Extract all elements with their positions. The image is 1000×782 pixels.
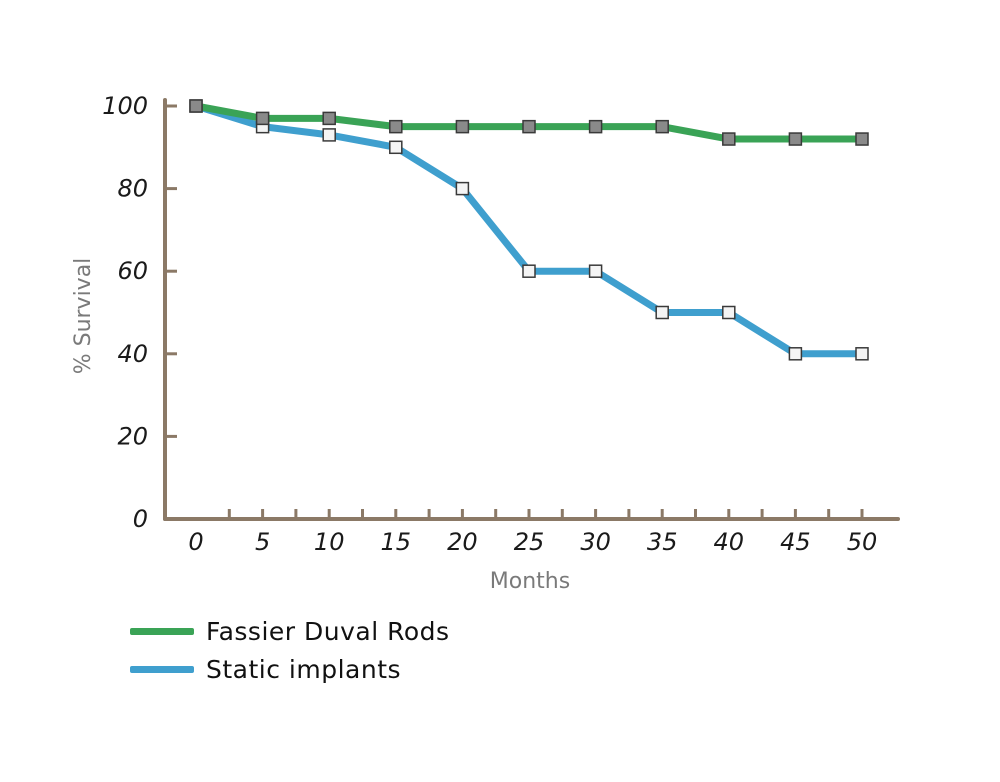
legend-item-static: Static implants (130, 650, 450, 688)
data-point-s0-8 (722, 132, 736, 146)
x-tick-label: 50 (847, 528, 878, 556)
data-point-s0-10 (855, 132, 869, 146)
y-tick-label: 100 (102, 92, 148, 120)
y-axis-ticks: 0 20 40 60 80 100 (102, 92, 177, 533)
data-point-s0-7 (655, 119, 669, 134)
x-tick-label: 0 (188, 528, 203, 556)
data-point-s1-8 (722, 305, 736, 320)
x-axis-ticks: 0 5 10 15 20 25 30 35 40 45 50 (188, 509, 877, 556)
data-point-s1-7 (655, 305, 669, 320)
chart-axes (163, 98, 900, 521)
legend-item-fassier: Fassier Duval Rods (130, 612, 450, 650)
y-tick-label: 40 (117, 340, 148, 368)
data-point-s1-6 (588, 264, 603, 278)
data-point-s1-10 (855, 347, 869, 361)
data-point-s1-9 (788, 347, 803, 361)
legend-swatch-fassier (130, 627, 194, 635)
legend-label-fassier: Fassier Duval Rods (206, 616, 450, 646)
series-line-1 (192, 102, 866, 358)
y-tick-label: 20 (117, 422, 148, 450)
x-tick-label: 15 (381, 528, 412, 556)
data-point-s1-5 (522, 264, 536, 278)
data-point-s0-5 (522, 119, 536, 134)
data-point-s1-3 (389, 140, 403, 155)
data-point-s0-6 (588, 119, 603, 134)
x-tick-label: 10 (314, 528, 345, 556)
data-point-s1-2 (322, 128, 336, 142)
chart-legend: Fassier Duval Rods Static implants (130, 612, 450, 688)
x-tick-label: 20 (447, 528, 478, 556)
x-tick-label: 40 (714, 528, 745, 556)
y-tick-label: 0 (133, 505, 148, 533)
data-point-s0-0 (189, 99, 203, 113)
y-axis-title: % Survival (71, 258, 96, 375)
data-point-s1-4 (455, 181, 470, 196)
x-tick-label: 45 (780, 528, 811, 556)
legend-label-static: Static implants (206, 654, 402, 684)
x-tick-label: 30 (580, 528, 611, 556)
series-markers (189, 99, 869, 361)
series-lines (192, 102, 866, 358)
data-point-s0-4 (455, 119, 470, 134)
data-point-s0-2 (322, 111, 336, 126)
data-point-s0-9 (788, 132, 803, 146)
x-tick-label: 5 (255, 528, 270, 556)
data-point-s0-1 (255, 111, 270, 126)
y-tick-label: 80 (117, 175, 148, 203)
x-tick-label: 25 (514, 528, 545, 556)
data-point-s0-3 (389, 119, 403, 134)
y-tick-label: 60 (117, 257, 148, 285)
legend-swatch-static (130, 665, 194, 673)
x-tick-label: 35 (647, 528, 678, 556)
x-axis-title: Months (490, 569, 570, 594)
